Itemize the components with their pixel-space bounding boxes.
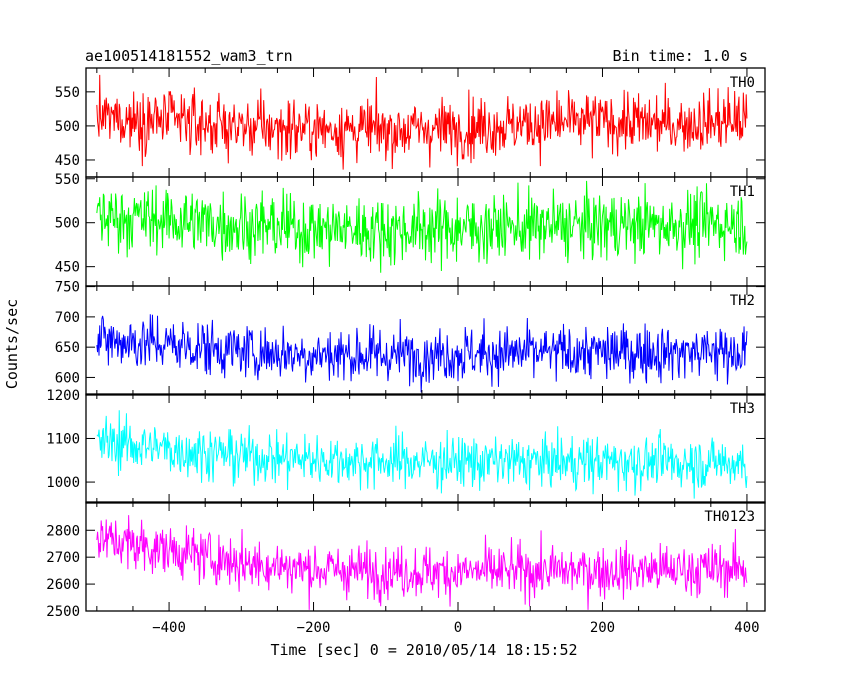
- chart-subtitle: Bin time: 1.0 s: [613, 47, 748, 65]
- x-tick-label: 200: [590, 620, 615, 636]
- y-tick-label: 1200: [46, 388, 80, 404]
- series-line-th0123: [96, 515, 748, 610]
- y-tick-label: 500: [55, 216, 80, 232]
- series-name-label: TH0123: [704, 509, 755, 525]
- y-tick-label: 650: [55, 340, 80, 356]
- panel-frame: [85, 285, 766, 396]
- series-name-label: TH2: [730, 293, 755, 309]
- y-tick-label: 500: [55, 119, 80, 135]
- y-tick-label: 450: [55, 153, 80, 169]
- panel-frame: [85, 501, 766, 612]
- y-tick-label: 700: [55, 310, 80, 326]
- panel-th1: 450 500 550 TH1: [55, 172, 766, 287]
- series-line-th3: [96, 410, 748, 499]
- series-name-label: TH1: [730, 184, 755, 200]
- y-tick-label: 550: [55, 172, 80, 188]
- x-tick-label: 0: [454, 620, 462, 636]
- y-axis-label: Counts/sec: [3, 299, 21, 389]
- series-name-label: TH3: [730, 401, 755, 417]
- x-ticks-group: −400 −200 0 200 400: [152, 620, 759, 636]
- panel-frame: [85, 393, 766, 504]
- panels-group: 450 500 550 TH0 450 500 550 TH1 600 650 700 750 TH2 1…: [46, 67, 766, 620]
- x-axis-label: Time [sec] 0 = 2010/05/14 18:15:52: [270, 641, 577, 659]
- chart-title: ae100514181552_wam3_trn: [85, 47, 293, 65]
- series-line-th2: [96, 314, 748, 393]
- y-tick-label: 2800: [46, 523, 80, 539]
- x-tick-label: −200: [297, 620, 331, 636]
- series-line-th0: [96, 74, 748, 170]
- x-tick-label: −400: [152, 620, 186, 636]
- y-tick-label: 2500: [46, 604, 80, 620]
- series-name-label: TH0: [730, 75, 755, 91]
- panel-th3: 1000 1100 1200 TH3: [46, 388, 766, 504]
- y-tick-label: 1000: [46, 475, 80, 491]
- panel-th0: 450 500 550 TH0: [55, 67, 766, 178]
- panel-th2: 600 650 700 750 TH2: [55, 280, 766, 396]
- y-tick-label: 550: [55, 85, 80, 101]
- x-tick-label: 400: [734, 620, 759, 636]
- y-tick-label: 2700: [46, 550, 80, 566]
- y-tick-label: 1100: [46, 431, 80, 447]
- y-tick-label: 600: [55, 370, 80, 386]
- panel-th0123: 2500 2600 2700 2800 TH0123: [46, 501, 766, 620]
- y-tick-label: 2600: [46, 577, 80, 593]
- series-line-th1: [96, 180, 748, 273]
- y-tick-label: 450: [55, 260, 80, 276]
- y-tick-label: 750: [55, 280, 80, 296]
